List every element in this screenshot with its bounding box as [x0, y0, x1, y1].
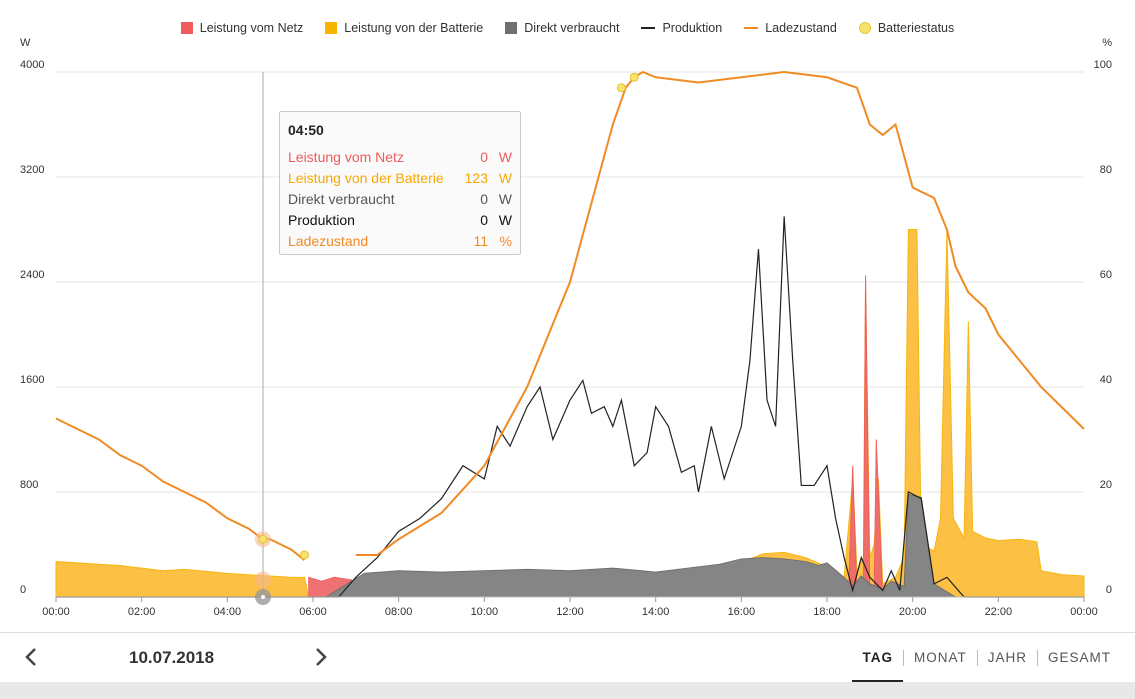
x-tick-label: 10:00 [471, 606, 499, 618]
x-tick-label: 06:00 [299, 606, 327, 618]
x-tick-label: 20:00 [899, 606, 927, 618]
tooltip-time: 04:50 [288, 122, 324, 138]
tooltip-value: 0 [480, 211, 488, 228]
legend-item-grid[interactable]: Leistung vom Netz [180, 19, 304, 37]
chart-panel: 0 800 1600 2400 3200 4000 0 20 40 60 80 100 W% 00:00 0… [0, 0, 1135, 632]
y-tick-label: 800 [20, 479, 38, 491]
chevron-right-icon [316, 648, 327, 666]
x-tick-label: 16:00 [728, 606, 756, 618]
battery-status-point[interactable] [258, 534, 268, 544]
tooltip-unit: W [498, 211, 512, 228]
period-tabs: TAG MONAT JAHR GESAMT [852, 633, 1121, 683]
tooltip-row-production: Produktion 0 W [288, 209, 512, 230]
legend-label: Leistung von der Batterie [344, 21, 484, 35]
tooltip-value: 11 [473, 232, 488, 249]
tab-separator [976, 650, 978, 666]
tab-separator [1036, 650, 1038, 666]
tooltip-label: Direkt verbraucht [288, 190, 395, 207]
x-tick-label: 18:00 [813, 606, 841, 618]
legend-label: Leistung vom Netz [199, 21, 304, 35]
legend-swatch-grid [180, 22, 193, 34]
battery-status-point[interactable] [299, 550, 309, 560]
battery-status-point[interactable] [616, 83, 626, 93]
footer-bar: 10.07.2018 TAG MONAT JAHR GESAMT [0, 632, 1135, 683]
bottom-strip [0, 682, 1135, 699]
y2-tick-label: 80 [1100, 164, 1112, 176]
x-tick-label: 08:00 [385, 606, 413, 618]
legend-item-direct[interactable]: Direkt verbraucht [505, 19, 619, 37]
tab-gesamt[interactable]: GESAMT [1047, 650, 1111, 665]
tooltip-unit: W [498, 148, 512, 165]
x-tick-label: 04:00 [214, 606, 242, 618]
y2-tick-label: 100 [1094, 59, 1112, 71]
legend-label: Produktion [662, 21, 723, 35]
cursor-marker-battery [255, 571, 272, 588]
tooltip-value: 0 [480, 148, 488, 165]
series-soc-line [55, 70, 1085, 562]
tooltip-unit: W [498, 190, 512, 207]
tooltip-label: Ladezustand [288, 232, 369, 249]
cursor-marker-center [261, 595, 266, 599]
x-tick-label: 00:00 [42, 606, 70, 618]
chevron-left-icon [25, 648, 36, 666]
tab-jahr[interactable]: JAHR [987, 650, 1027, 665]
tab-monat[interactable]: MONAT [913, 650, 967, 665]
tooltip-row-grid: Leistung vom Netz 0 W [288, 146, 512, 167]
y-tick-label: 3200 [20, 164, 44, 176]
x-tick-label: 02:00 [128, 606, 156, 618]
legend-swatch-direct [505, 22, 518, 34]
y2-axis-unit: % [1102, 37, 1112, 49]
tooltip-row-direct: Direkt verbraucht 0 W [288, 188, 512, 209]
legend-item-battery[interactable]: Leistung von der Batterie [325, 19, 483, 37]
tooltip-unit: W [498, 169, 512, 186]
tab-separator [902, 650, 904, 666]
tab-tag[interactable]: TAG [852, 633, 903, 683]
y2-tick-label: 60 [1100, 269, 1112, 281]
legend-label: Batteriestatus [877, 21, 955, 35]
y-axis-unit: W [20, 37, 31, 49]
chart-legend: Leistung vom Netz Leistung von der Batte… [0, 19, 1135, 37]
y-tick-label: 0 [20, 584, 26, 596]
legend-swatch-soc [744, 27, 759, 29]
y-tick-label: 1600 [20, 374, 44, 386]
tooltip-label: Produktion [288, 211, 355, 228]
prev-day-button[interactable] [20, 645, 44, 669]
next-day-button[interactable] [309, 645, 333, 669]
legend-label: Ladezustand [765, 21, 837, 35]
legend-swatch-battery-status [858, 22, 871, 34]
legend-label: Direkt verbraucht [524, 21, 620, 35]
tooltip-row-battery: Leistung von der Batterie 123 W [288, 167, 512, 188]
legend-swatch-battery [325, 22, 338, 34]
y2-tick-label: 40 [1100, 374, 1112, 386]
tooltip-label: Leistung von der Batterie [288, 169, 444, 186]
x-tick-label: 00:00 [1070, 606, 1098, 618]
chart-tooltip: 04:50 Leistung vom Netz 0 W Leistung von d… [279, 111, 521, 255]
tooltip-value: 0 [480, 190, 488, 207]
y-tick-label: 4000 [20, 59, 44, 71]
legend-item-production[interactable]: Produktion [641, 19, 722, 37]
battery-status-point[interactable] [629, 72, 639, 82]
y-tick-label: 2400 [20, 269, 44, 281]
tooltip-row-soc: Ladezustand 11% [288, 230, 512, 251]
legend-swatch-production [641, 27, 656, 29]
tooltip-unit: % [499, 232, 512, 249]
y2-tick-label: 0 [1106, 584, 1112, 596]
tooltip-label: Leistung vom Netz [288, 148, 404, 165]
x-tick-label: 22:00 [985, 606, 1013, 618]
y2-tick-label: 20 [1100, 479, 1112, 491]
legend-item-soc[interactable]: Ladezustand [744, 19, 837, 37]
x-tick-label: 14:00 [642, 606, 670, 618]
tooltip-value: 123 [464, 169, 488, 186]
energy-chart[interactable]: 0 800 1600 2400 3200 4000 0 20 40 60 80 100 W % 00:00 0… [0, 0, 1135, 632]
series-production-line [56, 216, 1084, 598]
x-tick-label: 12:00 [556, 606, 584, 618]
date-label: 10.07.2018 [129, 648, 215, 667]
legend-item-battery-status[interactable]: Batteriestatus [858, 19, 955, 37]
